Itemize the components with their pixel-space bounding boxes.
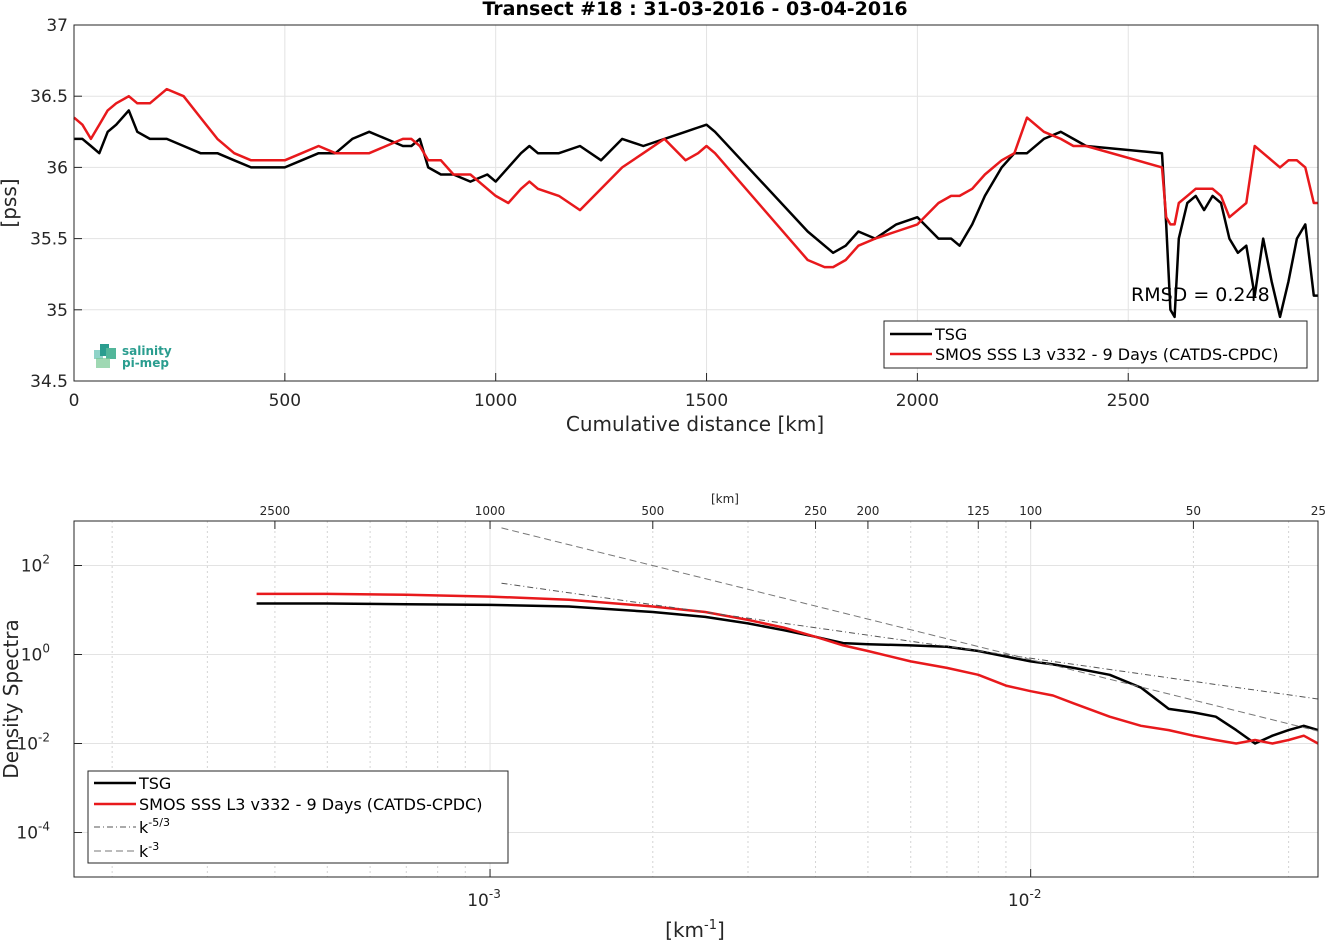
series-line-tsg — [74, 109, 1318, 319]
legend-label-tsg: TSG — [138, 774, 171, 793]
salinity-transect-chart: Transect #18 : 31-03-2016 - 03-04-2016 0… — [0, 0, 1319, 436]
x-axis-label: Cumulative distance [km] — [566, 412, 824, 436]
top-tick-label: 250 — [804, 504, 827, 518]
logo-text-line1: salinity — [122, 344, 172, 358]
series-line-smos — [256, 592, 1319, 745]
legend-label-smos: SMOS SSS L3 v332 - 9 Days (CATDS-CPDC) — [139, 795, 482, 814]
legend-box — [883, 320, 1308, 369]
legend: TSG SMOS SSS L3 v332 - 9 Days (CATDS-CPD… — [883, 320, 1308, 369]
chart-title: Transect #18 : 31-03-2016 - 03-04-2016 — [482, 0, 907, 20]
x-axis-label-main: [km — [665, 918, 704, 942]
legend-label-k53-sup: -5/3 — [148, 816, 170, 829]
y-tick-base: 10 — [16, 735, 38, 755]
top-tick-label: 500 — [641, 504, 664, 518]
y-tick-label: 35 — [46, 301, 68, 321]
y-axis-label: [pss] — [0, 178, 21, 227]
legend-label-tsg: TSG — [934, 325, 967, 344]
y-tick-label: 35.5 — [30, 230, 68, 250]
y-tick-base: 10 — [21, 557, 43, 577]
y-tick-label: 102 — [21, 553, 50, 577]
top-tick-label: 100 — [1019, 504, 1042, 518]
legend-label-k53: k-5/3 — [139, 816, 170, 837]
top-axis-label: [km] — [711, 492, 739, 506]
top-tick-label: 1000 — [475, 504, 506, 518]
plot-frame — [73, 24, 1319, 382]
y-tick-exp: 2 — [42, 553, 50, 567]
plot-frame — [73, 520, 1319, 878]
series-line-k-5-3 — [501, 582, 1319, 700]
x-axis-label-close: ] — [717, 918, 725, 942]
y-tick-label: 36.5 — [30, 87, 68, 107]
x-tick-label: 2000 — [896, 391, 939, 411]
legend-label-k3-sup: -3 — [148, 840, 159, 853]
logo-block — [96, 358, 110, 368]
x-tick-label: 1000 — [474, 391, 517, 411]
y-tick-label: 34.5 — [30, 372, 68, 392]
logo-text-line2: pi-mep — [122, 356, 169, 370]
x-tick-exp: -3 — [489, 887, 501, 901]
y-tick-base: 10 — [21, 646, 43, 666]
y-tick-label: 100 — [21, 642, 50, 666]
y-axis-label: Density Spectra — [0, 619, 23, 778]
y-tick-exp: -4 — [38, 820, 50, 834]
x-axis-label: [km-1] — [665, 918, 725, 942]
legend-label-k3-main: k — [139, 842, 149, 861]
top-tick-label: 2500 — [260, 504, 291, 518]
y-tick-label: 10-4 — [16, 820, 50, 844]
x-tick-base: 10 — [467, 891, 489, 911]
series-line-tsg — [256, 602, 1319, 745]
top-tick-label: 25 — [1311, 504, 1326, 518]
top-axis-ticks: 2500 1000 500 250 200 125 100 50 25 — [260, 504, 1326, 529]
salinity-pi-mep-logo: salinity pi-mep — [94, 344, 172, 370]
y-tick-exp: 0 — [42, 642, 50, 656]
x-tick-label: 1500 — [685, 391, 728, 411]
series-group — [73, 87, 1318, 319]
y-tick-label: 10-2 — [16, 731, 50, 755]
x-tick-exp: -2 — [1030, 887, 1042, 901]
series-line-smos — [73, 87, 1318, 269]
x-tick-label: 500 — [269, 391, 301, 411]
legend-label-smos: SMOS SSS L3 v332 - 9 Days (CATDS-CPDC) — [935, 345, 1278, 364]
x-axis-ticks: 0 500 1000 1500 2000 2500 — [69, 373, 1150, 411]
y-tick-label: 36 — [46, 158, 68, 178]
rmsd-annotation: RMSD = 0.248 — [1131, 284, 1270, 306]
x-tick-base: 10 — [1008, 891, 1030, 911]
x-tick-label: 10-2 — [1008, 887, 1042, 911]
series-group — [256, 527, 1319, 745]
legend: TSG SMOS SSS L3 v332 - 9 Days (CATDS-CPD… — [87, 770, 509, 864]
logo-block — [94, 350, 103, 359]
y-tick-exp: -2 — [38, 731, 50, 745]
x-axis-label-sup: -1 — [704, 918, 717, 933]
y-tick-base: 10 — [16, 824, 38, 844]
y-axis-ticks: 34.5 35 35.5 36 36.5 37 — [30, 16, 82, 392]
x-tick-label: 2500 — [1107, 391, 1150, 411]
logo-block — [100, 344, 109, 356]
top-tick-label: 50 — [1186, 504, 1201, 518]
logo-block — [106, 348, 116, 359]
legend-label-k3: k-3 — [139, 840, 159, 861]
y-tick-label: 37 — [46, 16, 68, 36]
series-line-k-3 — [501, 527, 1319, 732]
legend-box — [87, 770, 509, 864]
x-tick-label: 0 — [69, 391, 80, 411]
x-axis-ticks: 10-3 10-2 — [467, 869, 1041, 911]
legend-label-k53-main: k — [139, 818, 149, 837]
x-tick-label: 10-3 — [467, 887, 501, 911]
top-tick-label: 125 — [967, 504, 990, 518]
top-tick-label: 200 — [856, 504, 879, 518]
